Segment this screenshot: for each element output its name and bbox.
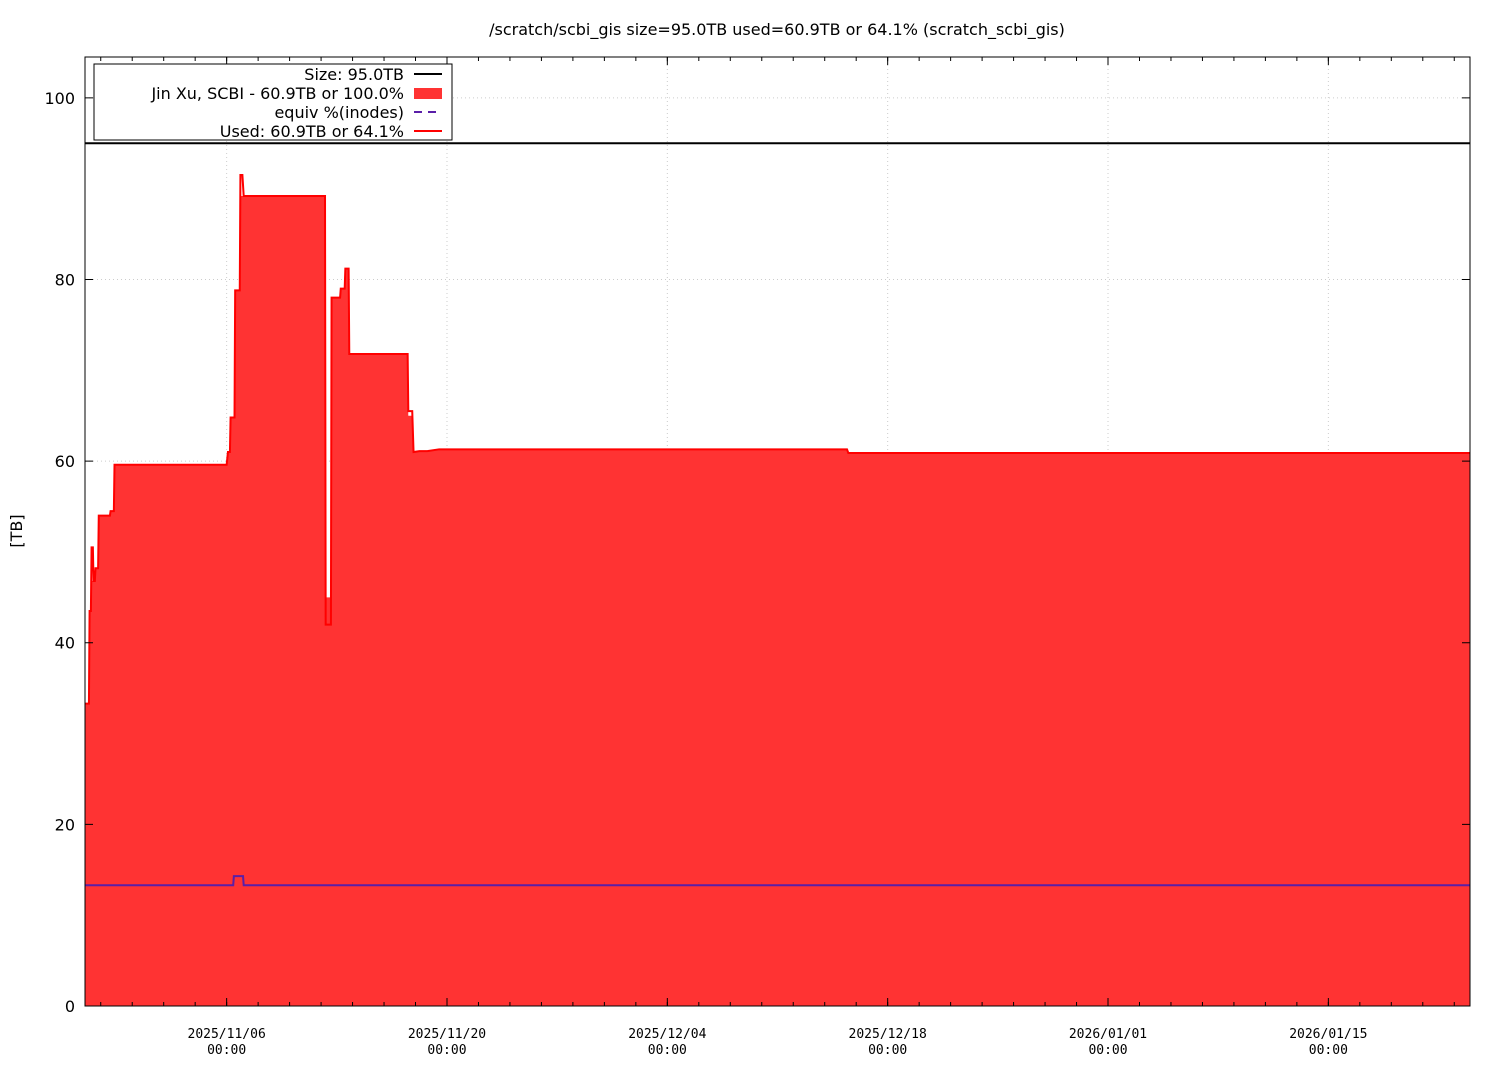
y-tick-label: 40 <box>55 634 75 653</box>
x-tick-label-time: 00:00 <box>427 1043 466 1058</box>
x-tick-label-date: 2025/11/06 <box>188 1027 266 1042</box>
x-tick-label-time: 00:00 <box>648 1043 687 1058</box>
x-tick-label-date: 2026/01/01 <box>1069 1027 1147 1042</box>
series-line-inodes <box>85 875 1470 887</box>
legend-box <box>93 63 453 141</box>
legend-label: Jin Xu, SCBI - 60.9TB or 100.0% <box>150 84 404 103</box>
y-tick-label: 0 <box>65 997 75 1016</box>
series-area-jin-xu <box>85 195 1470 1006</box>
x-tick-label-date: 2025/11/20 <box>408 1027 486 1042</box>
x-tick-label-time: 00:00 <box>207 1043 246 1058</box>
ticks: 0204060801002025/11/0600:002025/11/2000:… <box>44 57 1470 1058</box>
area-series <box>85 195 1470 1006</box>
y-axis-label: [TB] <box>7 514 26 547</box>
legend-label: equiv %(inodes) <box>274 103 404 122</box>
x-tick-label-time: 00:00 <box>868 1043 907 1058</box>
x-tick-label-date: 2026/01/15 <box>1289 1027 1367 1042</box>
y-tick-label: 20 <box>55 815 75 834</box>
y-tick-label: 60 <box>55 452 75 471</box>
x-tick-label-time: 00:00 <box>1309 1043 1348 1058</box>
x-tick-label-date: 2025/12/04 <box>628 1027 706 1042</box>
series-line-used <box>85 174 1470 705</box>
legend-label: Used: 60.9TB or 64.1% <box>220 122 404 141</box>
y-tick-label: 80 <box>55 270 75 289</box>
line-series <box>85 142 1470 887</box>
x-tick-label-date: 2025/12/18 <box>849 1027 927 1042</box>
legend-label: Size: 95.0TB <box>304 65 404 84</box>
plot-frame <box>84 56 1471 1007</box>
y-tick-label: 100 <box>44 89 75 108</box>
legend-swatch-fill <box>414 88 442 99</box>
chart-title: /scratch/scbi_gis size=95.0TB used=60.9T… <box>489 20 1065 40</box>
x-tick-label-time: 00:00 <box>1088 1043 1127 1058</box>
